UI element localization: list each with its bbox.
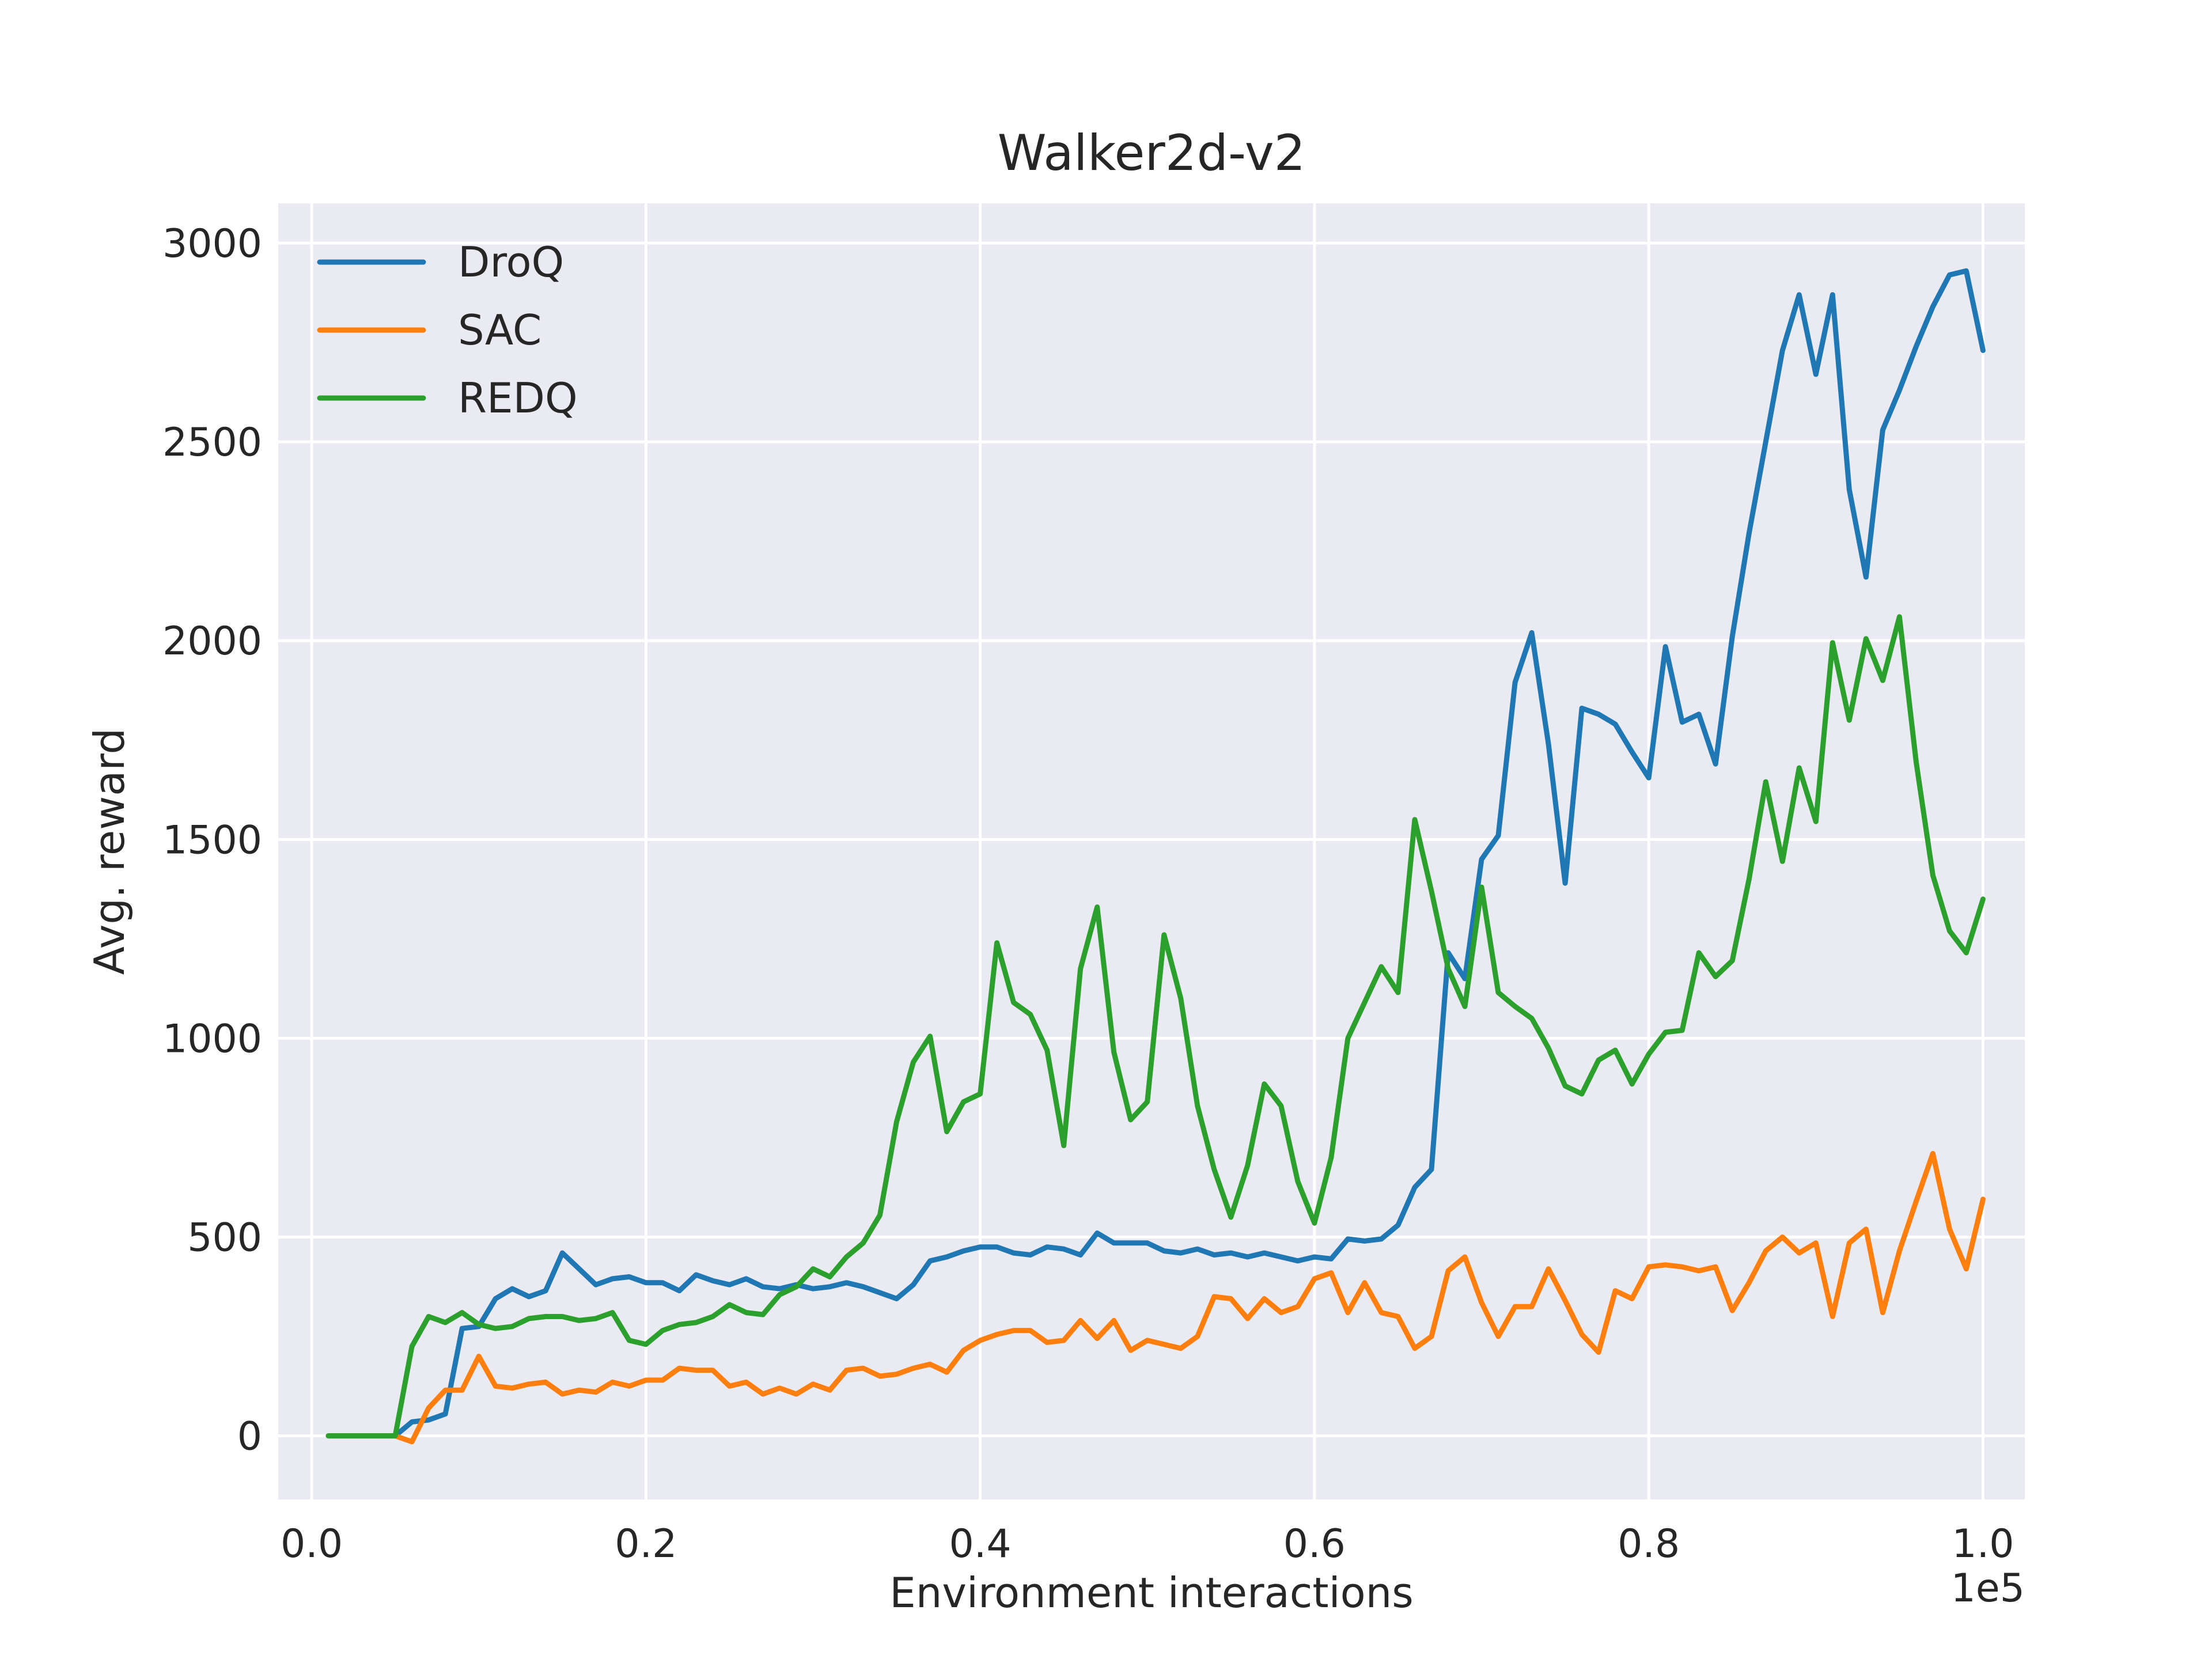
y-tick-label: 0	[237, 1414, 262, 1460]
x-tick-label: 0.6	[1283, 1521, 1346, 1567]
x-tick-labels: 0.0 0.2 0.4 0.6 0.8 1.0	[281, 1521, 2014, 1567]
x-tick-label: 1.0	[1952, 1521, 2014, 1567]
y-tick-label: 2500	[162, 420, 262, 465]
y-tick-labels: 0 500 1000 1500 2000 2500 3000	[162, 221, 262, 1460]
x-axis-label: Environment interactions	[889, 1569, 1414, 1617]
x-axis-offset-label: 1e5	[1951, 1566, 2025, 1611]
legend-label-sac: SAC	[458, 306, 541, 354]
series-line-redq	[325, 614, 1986, 1439]
x-tick-label: 0.4	[949, 1521, 1012, 1567]
legend-label-redq: REDQ	[458, 374, 578, 422]
y-tick-label: 3000	[162, 221, 262, 267]
y-tick-label: 500	[187, 1215, 262, 1260]
y-tick-label: 2000	[162, 619, 262, 664]
series-line-droq	[325, 268, 1986, 1439]
legend-label-droq: DroQ	[458, 238, 564, 286]
y-tick-label: 1500	[162, 817, 262, 863]
chart-title: Walker2d-v2	[998, 124, 1306, 182]
series-line-sac	[325, 1151, 1986, 1445]
y-tick-label: 1000	[162, 1016, 262, 1062]
x-tick-label: 0.2	[615, 1521, 677, 1567]
y-axis-label: Avg. reward	[85, 728, 134, 975]
legend: DroQ SAC REDQ	[317, 238, 578, 422]
plot-area	[278, 203, 2025, 1499]
x-tick-label: 0.0	[281, 1521, 343, 1567]
series-lines	[325, 268, 1986, 1445]
x-tick-label: 0.8	[1618, 1521, 1680, 1567]
